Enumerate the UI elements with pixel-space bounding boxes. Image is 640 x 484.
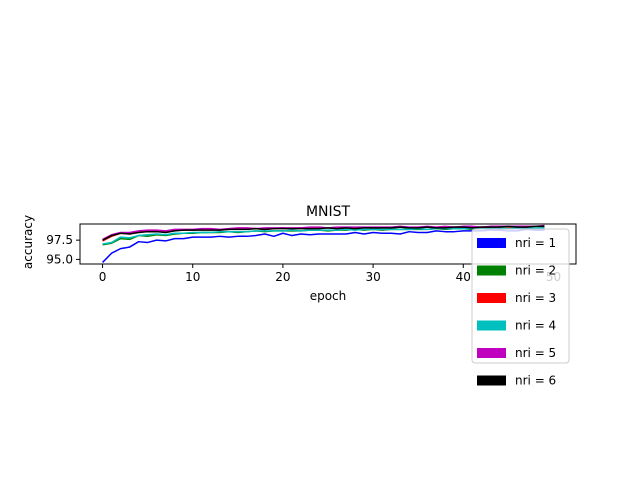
y-axis-label: accuracy	[21, 215, 35, 269]
y-tick-label: 97.5	[46, 233, 73, 247]
legend-label-6: nri = 6	[515, 374, 556, 388]
legend-swatch-4	[477, 320, 506, 331]
legend-label-1: nri = 1	[515, 236, 556, 250]
x-tick-label: 10	[185, 270, 200, 284]
x-tick-label: 30	[365, 270, 380, 284]
legend-label-3: nri = 3	[515, 291, 556, 305]
series-lines	[102, 224, 545, 263]
series-line-1	[102, 228, 545, 263]
series-line-4	[102, 227, 545, 245]
x-tick-label: 0	[99, 270, 107, 284]
legend: nri = 1 nri = 2 nri = 3 nri = 4 nri = 5 nri =…	[471, 228, 570, 388]
legend-swatch-2	[477, 265, 506, 276]
chart-title: MNIST	[306, 204, 351, 220]
y-tick-label: 95.0	[46, 252, 73, 266]
legend-label-2: nri = 2	[515, 264, 556, 278]
legend-swatch-1	[477, 238, 506, 248]
x-tick-label: 40	[456, 270, 471, 284]
legend-swatch-5	[477, 348, 506, 358]
plot-frame	[79, 223, 577, 265]
series-line-5	[102, 224, 545, 241]
series-line-6	[102, 225, 545, 241]
legend-label-4: nri = 4	[515, 319, 556, 333]
x-axis-label: epoch	[310, 289, 347, 303]
legend-label-5: nri = 5	[515, 346, 556, 360]
legend-swatch-3	[477, 293, 506, 303]
x-tick-label: 20	[275, 270, 290, 284]
legend-swatch-6	[477, 375, 506, 386]
